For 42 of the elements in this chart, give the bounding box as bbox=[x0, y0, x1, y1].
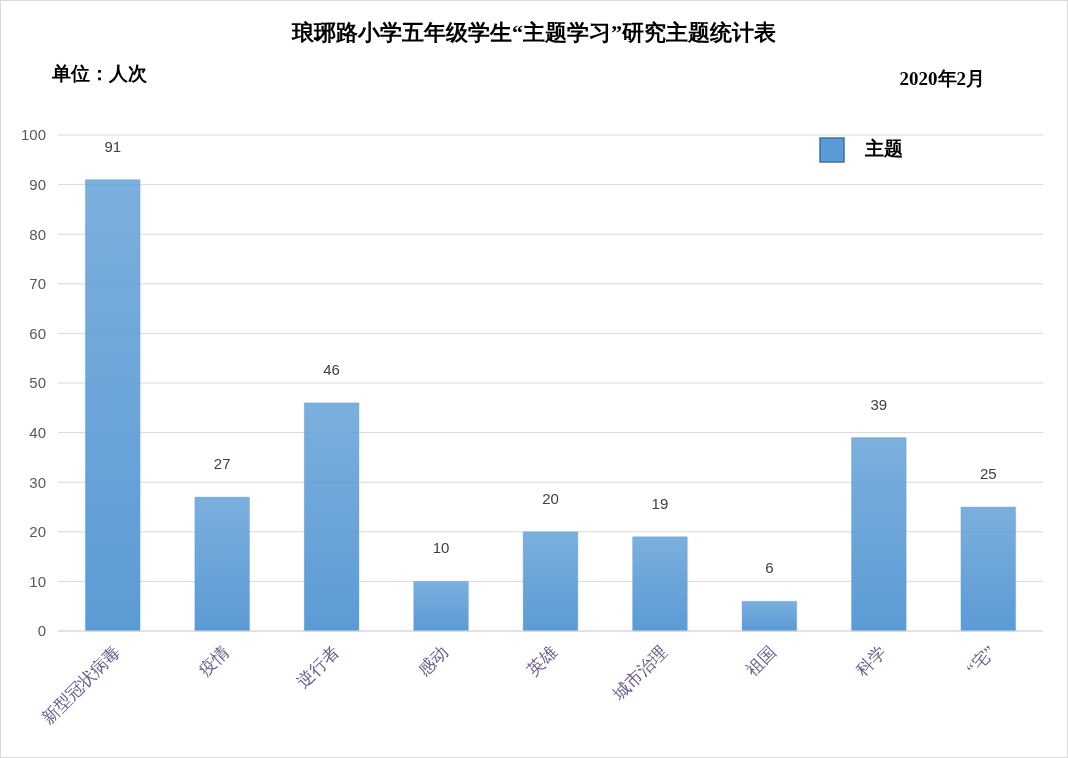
x-tick-label: 科学 bbox=[852, 642, 890, 680]
chart-title: 琅琊路小学五年级学生“主题学习”研究主题统计表 bbox=[291, 20, 776, 45]
bar bbox=[522, 531, 579, 632]
y-tick-label: 80 bbox=[29, 225, 46, 243]
bar bbox=[413, 580, 469, 632]
y-tick-label: 70 bbox=[29, 275, 46, 293]
y-tick-label: 40 bbox=[29, 423, 46, 441]
bar bbox=[303, 402, 360, 632]
text: 2020年2月 bbox=[899, 68, 985, 89]
x-tick-label: 新型冠状病毒 bbox=[37, 642, 124, 728]
y-tick-label: 30 bbox=[29, 473, 46, 491]
data-label: 91 bbox=[104, 137, 122, 155]
bar bbox=[960, 506, 1017, 632]
legend-label: 主题 bbox=[864, 138, 903, 159]
y-tick-label: 20 bbox=[29, 523, 46, 541]
bar bbox=[632, 536, 688, 632]
text: 单位：人次 bbox=[51, 63, 148, 84]
y-tick-label: 50 bbox=[29, 374, 46, 392]
data-label: 6 bbox=[765, 559, 774, 577]
bar bbox=[194, 496, 251, 632]
x-tick-label: 英雄 bbox=[523, 642, 562, 680]
bar bbox=[84, 179, 141, 632]
x-tick-label: 祖国 bbox=[742, 642, 781, 680]
data-label: 10 bbox=[432, 539, 450, 557]
y-tick-label: 90 bbox=[29, 175, 46, 193]
x-tick-label: 城市治理 bbox=[608, 642, 671, 705]
x-tick-label: 感动 bbox=[414, 642, 452, 680]
bar bbox=[850, 437, 907, 632]
bar bbox=[741, 600, 798, 632]
data-label: 25 bbox=[979, 465, 997, 482]
data-label: 20 bbox=[542, 489, 559, 507]
data-label: 46 bbox=[323, 360, 340, 378]
data-label: 39 bbox=[870, 395, 888, 413]
x-tick-label: “宅” bbox=[962, 642, 1000, 679]
y-tick-label: 0 bbox=[37, 622, 46, 640]
x-tick-label: 疫情 bbox=[195, 642, 233, 680]
data-label: 19 bbox=[651, 494, 669, 512]
y-tick-label: 60 bbox=[29, 324, 46, 342]
x-tick-label: 逆行者 bbox=[292, 642, 343, 692]
data-label: 27 bbox=[213, 455, 231, 473]
y-tick-label: 10 bbox=[29, 572, 46, 590]
y-tick-label: 100 bbox=[20, 126, 46, 144]
